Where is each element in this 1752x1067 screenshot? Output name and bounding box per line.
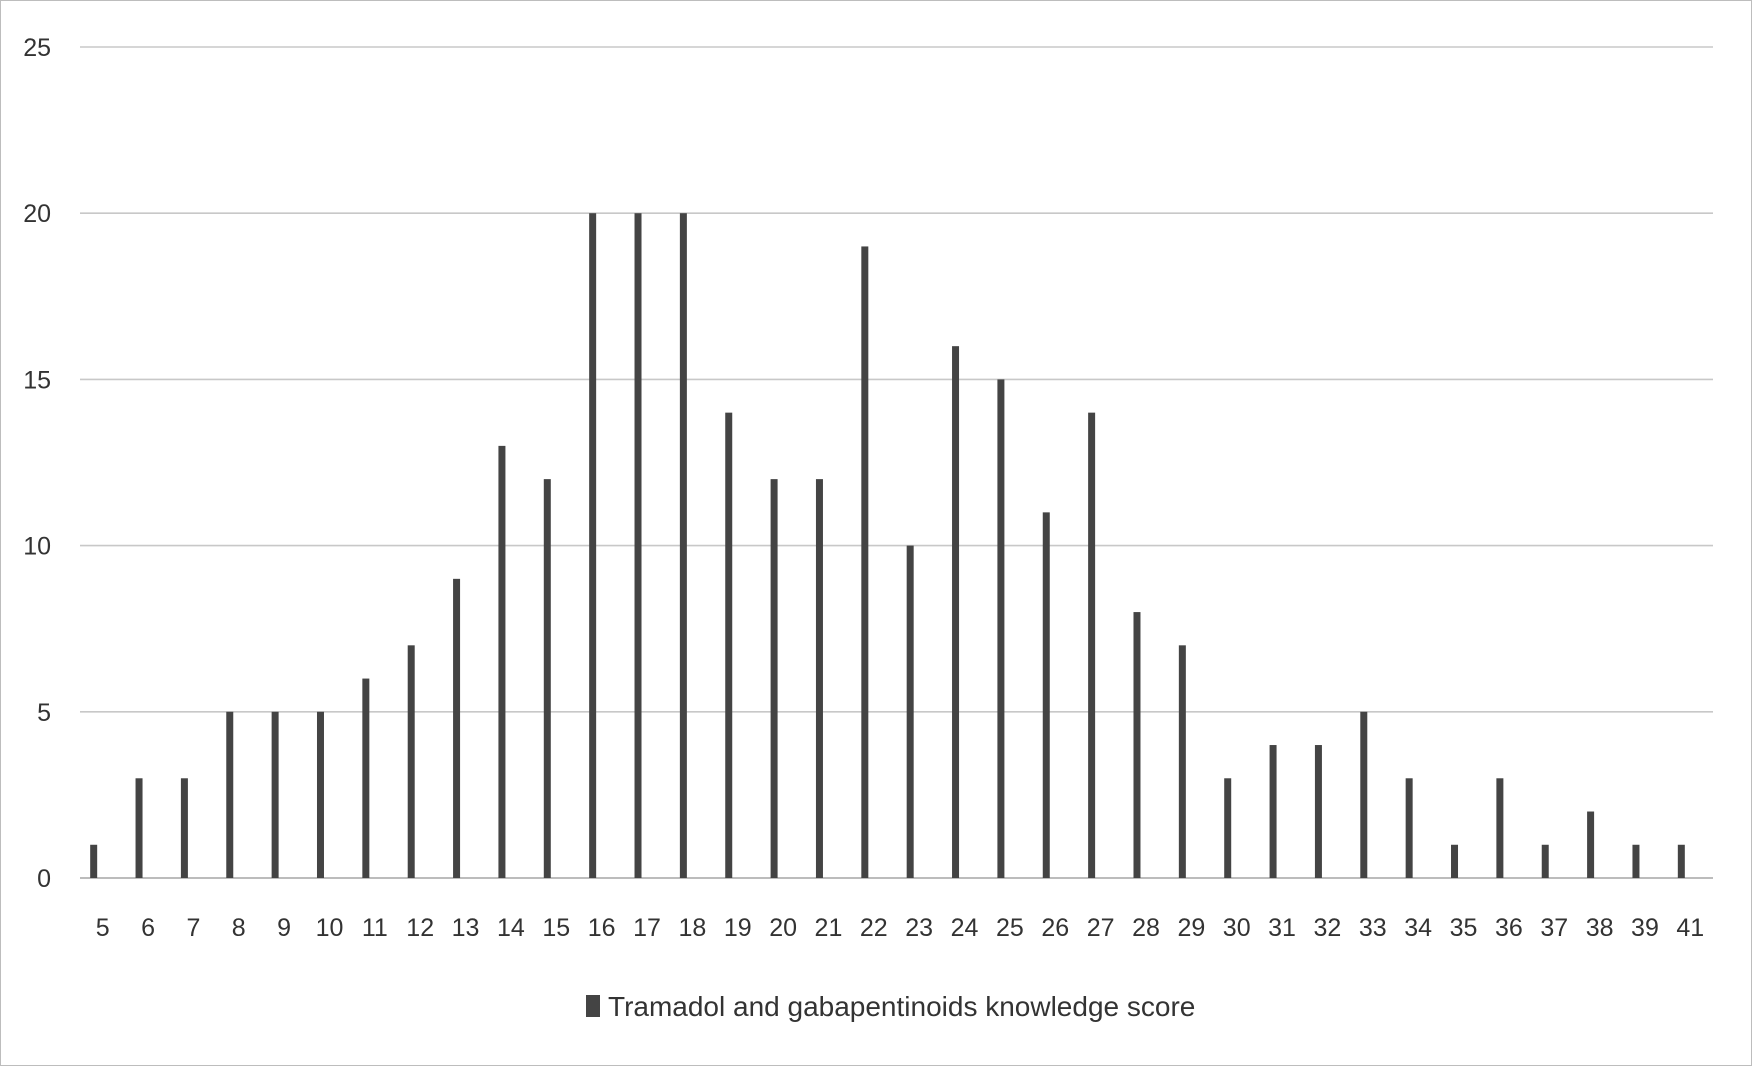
x-tick-label: 37 [1540, 914, 1568, 942]
x-tick-label: 41 [1676, 914, 1704, 942]
bar [1224, 778, 1232, 878]
x-tick-label: 5 [96, 914, 110, 942]
bar [589, 213, 597, 878]
y-tick-label: 25 [23, 34, 51, 62]
bars [90, 213, 1685, 878]
x-tick-label: 33 [1359, 914, 1387, 942]
x-tick-label: 16 [588, 914, 616, 942]
x-axis-ticks: 5 6 7 8 9 10 11 12 13 14 15 16 17 18 19 20 21 22 23 24 25 26 2… [96, 914, 1704, 942]
x-tick-label: 9 [277, 914, 291, 942]
x-tick-label: 20 [769, 914, 797, 942]
y-tick-label: 20 [23, 200, 51, 228]
x-tick-label: 8 [232, 914, 246, 942]
bar [1360, 711, 1368, 878]
y-tick-label: 5 [37, 699, 51, 727]
bar [1314, 745, 1322, 878]
bar [634, 213, 642, 878]
bar [906, 545, 914, 878]
bar [1042, 512, 1050, 878]
x-tick-label: 34 [1404, 914, 1432, 942]
x-tick-label: 15 [542, 914, 570, 942]
gridlines [80, 46, 1713, 879]
bar [952, 346, 960, 878]
x-tick-label: 28 [1132, 914, 1160, 942]
x-tick-label: 14 [497, 914, 525, 942]
bar [815, 479, 823, 878]
bar [861, 246, 869, 878]
bar [1405, 778, 1413, 878]
x-tick-label: 25 [996, 914, 1024, 942]
bar [316, 711, 324, 878]
bar [1088, 412, 1096, 878]
bar [135, 778, 143, 878]
x-tick-label: 11 [362, 914, 388, 942]
x-tick-label: 13 [452, 914, 480, 942]
y-axis-ticks: 0 5 10 15 20 25 [23, 34, 51, 893]
x-tick-label: 24 [951, 914, 979, 942]
bar [1269, 745, 1277, 878]
x-tick-label: 30 [1223, 914, 1251, 942]
bar [1587, 811, 1595, 878]
x-tick-label: 27 [1087, 914, 1115, 942]
bar [407, 645, 415, 878]
bar [1632, 844, 1640, 878]
legend-label: Tramadol and gabapentinoids knowledge sc… [608, 991, 1195, 1022]
bar [1451, 844, 1459, 878]
bar [679, 213, 687, 878]
legend: Tramadol and gabapentinoids knowledge sc… [586, 991, 1195, 1022]
bar [1496, 778, 1504, 878]
bar [362, 678, 370, 878]
x-tick-label: 21 [815, 914, 843, 942]
bar [226, 711, 234, 878]
x-tick-label: 22 [860, 914, 888, 942]
bar [1133, 612, 1141, 878]
x-tick-label: 35 [1450, 914, 1478, 942]
bar [1677, 844, 1685, 878]
bar [997, 379, 1005, 878]
x-tick-label: 29 [1177, 914, 1205, 942]
x-tick-label: 32 [1314, 914, 1342, 942]
x-tick-label: 31 [1268, 914, 1296, 942]
bar [1541, 844, 1549, 878]
legend-swatch [586, 995, 600, 1017]
x-tick-label: 17 [633, 914, 661, 942]
x-tick-label: 6 [141, 914, 155, 942]
x-tick-label: 38 [1586, 914, 1614, 942]
bar [90, 844, 98, 878]
bar [770, 479, 778, 878]
x-tick-label: 26 [1041, 914, 1069, 942]
bar [498, 445, 506, 878]
x-tick-label: 10 [316, 914, 344, 942]
x-tick-label: 19 [724, 914, 752, 942]
x-tick-label: 7 [186, 914, 200, 942]
x-tick-label: 12 [406, 914, 434, 942]
y-tick-label: 0 [37, 865, 51, 893]
x-tick-label: 18 [678, 914, 706, 942]
bar [271, 711, 279, 878]
x-tick-label: 36 [1495, 914, 1523, 942]
y-tick-label: 15 [23, 366, 51, 394]
bar [453, 578, 461, 878]
x-tick-label: 23 [905, 914, 933, 942]
bar [725, 412, 733, 878]
y-tick-label: 10 [23, 533, 51, 561]
bar [180, 778, 188, 878]
bar [1178, 645, 1186, 878]
bar [543, 479, 551, 878]
x-tick-label: 39 [1631, 914, 1659, 942]
